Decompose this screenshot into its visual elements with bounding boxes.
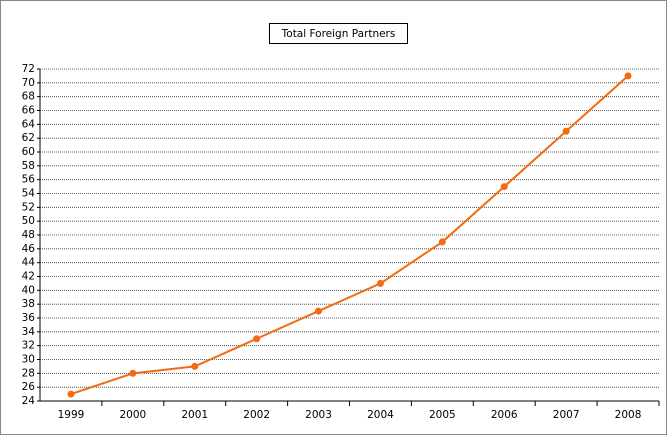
data-point	[562, 127, 570, 135]
y-tick-label: 58	[22, 160, 35, 172]
x-tick-label: 2005	[429, 409, 456, 421]
y-tick-label: 44	[22, 257, 36, 269]
y-tick-label: 24	[22, 395, 36, 407]
data-point	[253, 335, 261, 343]
data-point	[500, 183, 508, 191]
y-tick-label: 48	[22, 229, 35, 241]
x-tick-label: 1999	[58, 409, 85, 421]
x-tick-label: 2008	[615, 409, 642, 421]
y-tick-label: 56	[22, 174, 36, 186]
y-tick-label: 32	[22, 340, 35, 352]
x-tick-label: 2007	[553, 409, 580, 421]
chart-title: Total Foreign Partners	[281, 28, 396, 40]
x-tick-label: 2004	[367, 409, 394, 421]
data-point	[624, 72, 632, 80]
y-tick-label: 52	[22, 201, 35, 213]
y-tick-label: 40	[22, 284, 35, 296]
y-tick-label: 34	[22, 326, 36, 338]
data-point	[191, 362, 199, 370]
data-point	[67, 390, 75, 398]
y-tick-label: 46	[22, 243, 36, 255]
data-point	[129, 369, 137, 377]
y-tick-label: 68	[22, 91, 35, 103]
y-tick-label: 72	[22, 63, 35, 75]
x-tick-label: 2003	[305, 409, 332, 421]
y-tick-label: 66	[22, 105, 36, 117]
title-box	[269, 23, 408, 44]
y-tick-label: 60	[22, 146, 35, 158]
data-point	[315, 307, 323, 315]
y-tick-label: 28	[22, 367, 35, 379]
x-tick-label: 2006	[491, 409, 518, 421]
y-tick-label: 30	[22, 354, 35, 366]
y-tick-label: 62	[22, 132, 35, 144]
y-tick-label: 38	[22, 298, 35, 310]
y-tick-label: 64	[22, 118, 36, 130]
line-series	[70, 75, 629, 396]
data-point	[438, 238, 446, 246]
data-point	[376, 279, 384, 287]
y-tick-label: 54	[22, 188, 36, 200]
x-tick-label: 2001	[181, 409, 208, 421]
x-tick-label: 2000	[119, 409, 146, 421]
y-tick-label: 36	[22, 312, 36, 324]
x-tick-label: 2002	[243, 409, 270, 421]
y-tick-label: 42	[22, 271, 35, 283]
y-tick-label: 70	[22, 77, 35, 89]
y-tick-label: 26	[22, 381, 36, 393]
y-tick-label: 50	[22, 215, 35, 227]
